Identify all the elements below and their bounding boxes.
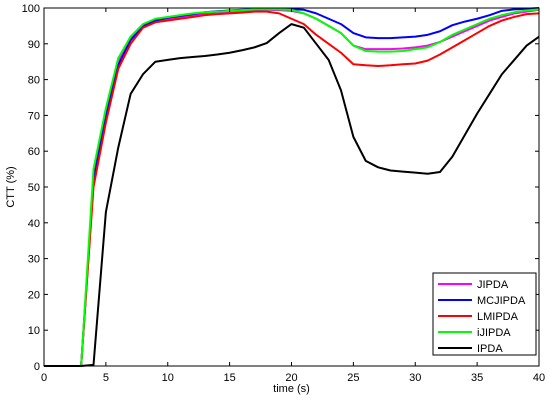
x-tick-label: 30 — [409, 372, 421, 384]
x-tick-label: 5 — [103, 372, 109, 384]
y-tick-label: 70 — [28, 110, 40, 122]
x-axis: 0 5 10 15 20 25 30 35 40 — [41, 8, 545, 384]
x-tick-label: 10 — [162, 372, 174, 384]
legend-label-lmipda: LMIPDA — [477, 311, 519, 323]
x-tick-label: 20 — [285, 372, 297, 384]
legend: JIPDA MCJIPDA LMIPDA iJIPDA IPDA — [432, 272, 537, 356]
legend-label-jipda: JIPDA — [477, 279, 509, 291]
x-tick-label: 15 — [224, 372, 236, 384]
series-line-lmipda — [44, 10, 540, 367]
legend-label-ipda: IPDA — [477, 343, 503, 355]
series-line-ipda — [44, 23, 540, 367]
y-tick-label: 30 — [28, 254, 40, 266]
y-axis-label: CTT (%) — [5, 166, 17, 207]
y-tick-label: 0 — [34, 361, 40, 373]
x-tick-label: 0 — [41, 372, 47, 384]
x-tick-label: 40 — [533, 372, 545, 384]
x-tick-label: 35 — [471, 372, 483, 384]
legend-label-ijipda: iJIPDA — [477, 327, 511, 339]
x-axis-label: time (s) — [273, 383, 310, 395]
y-tick-label: 40 — [28, 218, 40, 230]
y-tick-label: 10 — [28, 325, 40, 337]
legend-box — [432, 272, 537, 356]
y-tick-label: 20 — [28, 289, 40, 301]
y-axis: 0 10 20 30 40 50 60 70 80 90 100 — [22, 3, 539, 373]
legend-label-mcjipda: MCJIPDA — [477, 295, 526, 307]
y-tick-label: 80 — [28, 75, 40, 87]
y-tick-label: 60 — [28, 146, 40, 158]
y-tick-label: 90 — [28, 39, 40, 51]
y-tick-label: 100 — [22, 3, 40, 15]
x-tick-label: 25 — [347, 372, 359, 384]
y-tick-label: 50 — [28, 182, 40, 194]
